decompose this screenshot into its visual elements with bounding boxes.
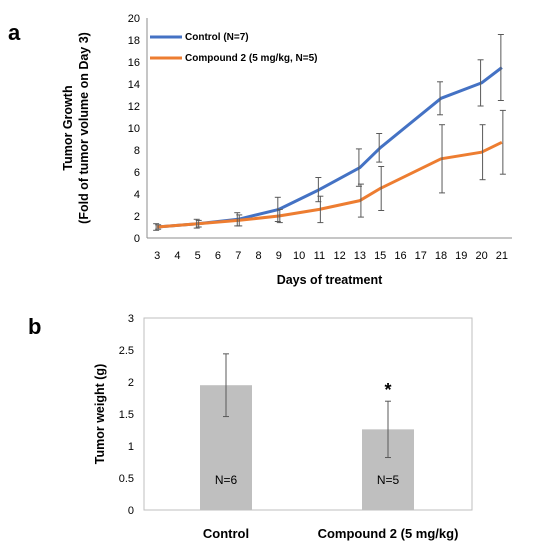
x-category-label: Compound 2 (5 mg/kg) — [318, 526, 459, 541]
legend-label-control: Control (N=7) — [185, 32, 249, 43]
x-tick-label: 11 — [314, 250, 325, 262]
error-bar — [155, 224, 162, 230]
plot-frame — [143, 317, 473, 511]
y-tick-label: 20 — [128, 13, 140, 25]
error-bar — [195, 219, 202, 228]
error-bar — [236, 214, 243, 227]
y-tick-label: 8 — [134, 145, 140, 157]
x-tick-label: 17 — [415, 250, 427, 262]
x-tick-label: 16 — [394, 250, 406, 262]
y-tick-label: 16 — [128, 57, 140, 69]
x-tick-label: 15 — [374, 250, 386, 262]
x-tick-label: 20 — [475, 250, 487, 262]
legend-label-compound-2: Compound 2 (5 mg/kg, N=5) — [185, 53, 318, 64]
error-bar — [499, 109, 506, 175]
series-line-control — [157, 66, 503, 229]
y-tick-label: 1.5 — [119, 409, 134, 421]
x-tick-label: 4 — [174, 250, 180, 262]
error-bar — [223, 353, 229, 418]
error-bar — [437, 81, 444, 116]
panel-letter-a: a — [8, 20, 21, 45]
panel-letter-b: b — [28, 314, 41, 339]
x-tick-label: 10 — [293, 250, 305, 262]
x-tick-label: 21 — [496, 250, 508, 262]
y-tick-label: 12 — [128, 101, 140, 113]
x-tick-label: 19 — [455, 250, 467, 262]
plot-area: 0 2 4 6 8 10 12 14 16 18 20 3 4 5 6 7 8 9 10 11 12 13 15 16 17 18… — [128, 13, 512, 262]
x-category-label: Control — [203, 526, 249, 541]
significance-marker: * — [384, 380, 391, 400]
y-axis-title: Tumor weight (g) — [93, 364, 107, 464]
y-tick-label: 2 — [128, 377, 134, 389]
y-tick-label: 4 — [134, 189, 140, 201]
y-tick-label: 1 — [128, 441, 134, 453]
x-tick-label: 13 — [354, 250, 366, 262]
y-tick-label: 3 — [128, 313, 134, 325]
y-axis-title: Tumor Growth (Fold of tumor volume on Da… — [61, 32, 91, 224]
error-bar — [479, 124, 486, 181]
legend: Control (N=7) Compound 2 (5 mg/kg, N=5) — [150, 32, 318, 64]
error-bar — [357, 183, 364, 218]
y-axis-title-line-1: Tumor Growth — [61, 85, 75, 170]
x-tick-label: 9 — [276, 250, 282, 262]
x-tick-label: 5 — [195, 250, 201, 262]
error-bar — [477, 59, 484, 107]
y-tick-label: 0 — [128, 505, 134, 517]
error-bar — [317, 195, 324, 224]
panel-a-line-chart: a 0 2 4 6 8 10 12 14 16 18 20 3 4 5 6 7 8 9 10 11 12 13 15 16 17… — [8, 13, 512, 287]
x-tick-label: 7 — [235, 250, 241, 262]
x-tick-label: 8 — [255, 250, 261, 262]
error-bar — [497, 34, 504, 101]
x-tick-label: 12 — [334, 250, 346, 262]
y-axis-title-line-2: (Fold of tumor volume on Day 3) — [77, 32, 91, 224]
error-bar — [439, 124, 446, 194]
x-tick-label: 3 — [154, 250, 160, 262]
error-bar — [276, 208, 283, 224]
series-line-compound-2 — [157, 140, 503, 229]
x-axis-title: Days of treatment — [277, 273, 383, 287]
y-tick-label: 2 — [134, 211, 140, 223]
error-bar — [378, 166, 385, 211]
x-tick-label: 6 — [215, 250, 221, 262]
panel-b-bar-chart: b 0 0.5 1 1.5 2 2.5 3 N=6 Control N=5 * Compound 2 … — [28, 313, 473, 541]
error-bar — [376, 133, 383, 163]
y-tick-label: 0.5 — [119, 473, 134, 485]
y-tick-label: 6 — [134, 167, 140, 179]
y-tick-label: 14 — [128, 79, 140, 91]
x-tick-label: 18 — [435, 250, 447, 262]
bar-data-label: N=5 — [377, 473, 400, 487]
plot-area: 0 0.5 1 1.5 2 2.5 3 N=6 Control N=5 * Compound 2 (5… — [119, 313, 473, 541]
y-tick-label: 18 — [128, 35, 140, 47]
y-tick-label: 0 — [134, 233, 140, 245]
bar-data-label: N=6 — [215, 473, 238, 487]
y-tick-label: 2.5 — [119, 345, 134, 357]
y-tick-label: 10 — [128, 123, 140, 135]
error-bar — [385, 400, 391, 459]
